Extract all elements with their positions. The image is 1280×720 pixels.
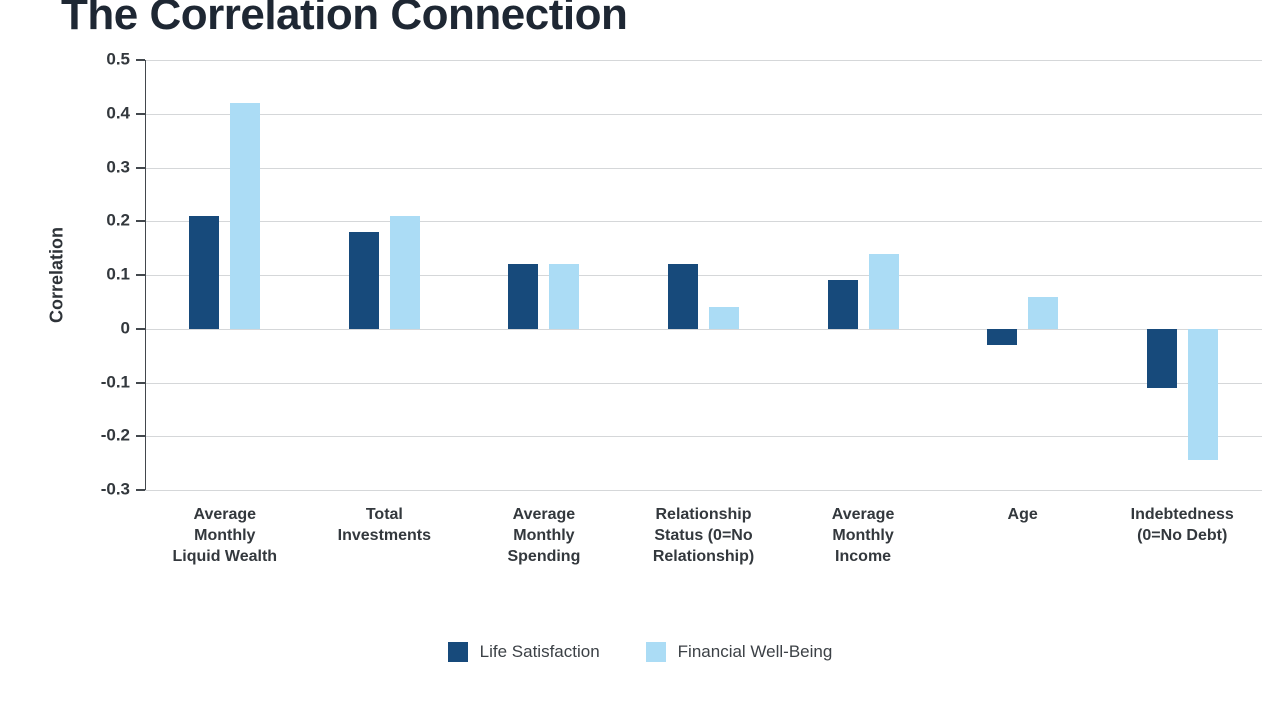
bar [868,253,899,329]
bar [549,264,580,329]
x-axis-labels: Average Monthly Liquid Wealth Total Inves… [145,498,1262,593]
x-category-label: Average Monthly Income [831,506,895,565]
bar [987,328,1018,345]
bar [508,264,539,329]
y-tick-label: 0.3 [106,157,130,177]
bar [827,280,858,329]
y-tick-label: -0.2 [100,425,130,445]
y-tick-label: 0.2 [106,210,130,230]
gridline [145,60,1262,61]
legend-label: Life Satisfaction [479,642,600,661]
x-category-label: Age [1007,506,1038,523]
bar [1187,328,1218,461]
y-axis-tick [136,381,145,384]
gridline [145,382,1262,384]
legend: Life Satisfaction Financial Well-Being [0,642,1280,662]
y-axis-title: Correlation [46,226,67,324]
x-category-label: Indebtedness (0=No Debt) [1130,506,1234,544]
x-category-label: Relationship Status (0=No Relationship) [652,506,755,565]
gridline [145,167,1262,169]
y-tick-label: -0.3 [100,479,130,499]
legend-item-life-satisfaction: Life Satisfaction [447,642,600,662]
y-tick-label: 0 [120,318,130,338]
legend-swatch [447,642,468,662]
x-category-label: Average Monthly Spending [507,506,581,565]
bar [709,307,739,329]
bar [389,215,420,329]
gridline [145,113,1262,115]
bar [1146,328,1177,388]
x-category-label: Total Investments [337,506,432,544]
y-axis-tick [136,489,145,491]
chart-title: The Correlation Connection [61,0,628,39]
x-category-label: Average Monthly Liquid Wealth [172,506,278,565]
y-tick-label: 0.4 [106,103,130,123]
gridline [145,221,1262,223]
y-axis-tick [136,166,145,169]
bar [668,264,698,329]
plot-area: 0.5 0.4 0.3 0.2 0.1 0 -0.1 -0.2 -0.3 [101,50,1262,499]
y-axis-tick [136,274,145,276]
y-axis-tick [136,220,145,223]
y-axis-tick [136,112,145,115]
gridline [145,436,1262,438]
y-tick-label: 0.5 [106,49,130,69]
bar [230,103,261,329]
gridline [145,328,1262,330]
bar [348,232,379,329]
y-axis-tick [136,435,145,438]
y-axis-line [145,60,146,490]
bar [189,215,220,329]
gridline [145,490,1262,491]
legend-label: Financial Well-Being [677,642,833,661]
y-tick-label: -0.1 [100,372,130,392]
legend-item-financial-well-being: Financial Well-Being [645,642,833,662]
bar [1028,296,1059,329]
y-tick-label: 0.1 [106,264,130,284]
y-axis-tick [136,327,145,330]
gridline [145,275,1262,276]
legend-swatch [645,642,666,662]
y-axis-tick [136,59,145,61]
